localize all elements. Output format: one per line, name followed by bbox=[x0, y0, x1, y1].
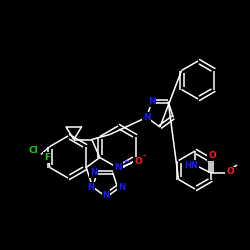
Text: N: N bbox=[102, 190, 110, 200]
Text: O: O bbox=[134, 158, 142, 166]
Text: N: N bbox=[90, 168, 97, 177]
Text: N: N bbox=[148, 97, 156, 106]
Text: -: - bbox=[143, 152, 146, 161]
Text: N: N bbox=[143, 113, 150, 122]
Text: N: N bbox=[118, 182, 125, 192]
Text: N: N bbox=[87, 182, 94, 192]
Text: F: F bbox=[44, 153, 50, 162]
Text: O: O bbox=[208, 152, 216, 160]
Text: O: O bbox=[226, 168, 234, 176]
Text: HN: HN bbox=[184, 160, 198, 170]
Text: Cl: Cl bbox=[29, 146, 39, 155]
Text: N: N bbox=[114, 162, 122, 172]
Text: +: + bbox=[123, 159, 129, 165]
